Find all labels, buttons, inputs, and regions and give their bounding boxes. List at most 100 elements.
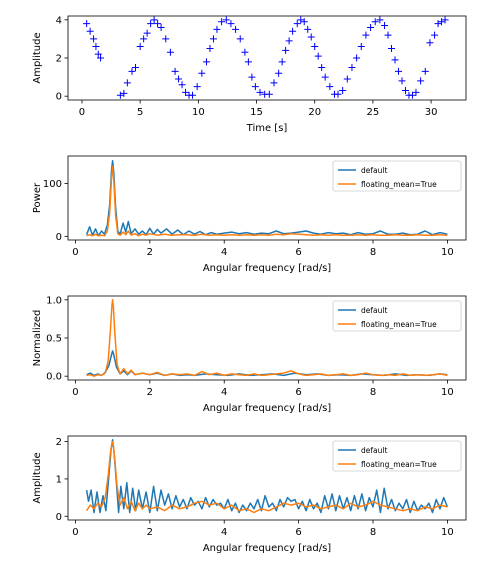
data-point (147, 20, 155, 28)
x-tick-label: 15 (250, 107, 263, 118)
data-point (300, 18, 308, 26)
y-axis-label: Power (32, 182, 43, 213)
legend: default floating_mean=True (332, 300, 462, 332)
x-axis-label: Time [s] (246, 123, 288, 134)
data-point (334, 90, 342, 98)
plot-area (86, 299, 448, 377)
series-line-floating-mean-true (86, 165, 448, 237)
data-point (218, 18, 226, 26)
plot-area (85, 160, 448, 237)
data-point (401, 86, 409, 94)
x-tick-label: 0 (72, 387, 78, 398)
chart-panel-4: 0 2 4 6 8 10 0 1 2 Angular frequency [rad/s] Ampli… (32, 435, 467, 554)
legend: default floating_mean=True (332, 440, 462, 472)
data-point (189, 91, 197, 99)
legend-entry: floating_mean=True (361, 180, 437, 189)
data-point (94, 50, 102, 58)
data-point (307, 33, 315, 41)
data-point (198, 69, 206, 77)
chart-panel-1: 0 5 10 15 20 25 30 0 2 4 Time [s] Amplitude (32, 15, 467, 134)
y-axis-label: Normalized (32, 310, 43, 367)
data-point (232, 25, 240, 33)
data-point (318, 64, 326, 72)
legend: default floating_mean=True (332, 160, 462, 192)
y-axis-label: Amplitude (32, 452, 43, 503)
series-line-default (85, 438, 449, 514)
axes-frame (67, 15, 467, 101)
data-point (270, 79, 278, 87)
data-point (175, 75, 183, 83)
y-tick-label: 0.5 (46, 334, 62, 345)
x-tick-label: 4 (221, 247, 227, 258)
x-tick-label: 2 (147, 527, 153, 538)
data-point (285, 37, 293, 45)
x-tick-label: 6 (295, 387, 301, 398)
data-point (282, 46, 290, 54)
data-point (202, 58, 210, 66)
x-tick-label: 4 (221, 527, 227, 538)
data-point (357, 43, 365, 51)
legend-box (332, 300, 462, 332)
x-tick-label: 0 (79, 107, 85, 118)
data-point (304, 25, 312, 33)
x-tick-label: 4 (221, 387, 227, 398)
data-point (343, 75, 351, 83)
data-point (227, 20, 235, 28)
data-point (376, 16, 384, 24)
x-tick-label: 5 (137, 107, 143, 118)
data-point (182, 88, 190, 96)
data-point (136, 43, 144, 51)
data-point (241, 48, 249, 56)
x-tick-label: 20 (308, 107, 321, 118)
data-point (92, 43, 100, 51)
x-tick-label: 8 (370, 387, 376, 398)
data-point (408, 91, 416, 99)
y-tick-label: 0 (56, 92, 62, 103)
data-point (206, 44, 214, 52)
y-tick-label: 0.0 (46, 372, 62, 383)
data-point (256, 88, 264, 96)
data-point (412, 88, 420, 96)
legend-box (332, 160, 462, 192)
x-tick-label: 10 (441, 387, 454, 398)
x-tick-label: 10 (441, 247, 454, 258)
data-point (339, 86, 347, 94)
y-tick-label: 0 (56, 232, 62, 243)
data-point (248, 73, 256, 81)
data-point (426, 39, 434, 47)
data-point (438, 18, 446, 26)
data-point (348, 64, 356, 72)
data-point (120, 89, 128, 97)
data-point (178, 81, 186, 89)
y-tick-label: 0 (56, 512, 62, 523)
x-tick-label: 25 (367, 107, 380, 118)
data-point (326, 83, 334, 91)
data-point (289, 27, 297, 35)
data-point (367, 23, 375, 31)
y-tick-label: 2 (56, 54, 62, 65)
data-point (193, 83, 201, 91)
data-point (171, 67, 179, 75)
plot-area (83, 16, 449, 99)
series-line-floating-mean-true (85, 440, 448, 514)
y-axis-label: Amplitude (32, 32, 43, 83)
data-point (166, 48, 174, 56)
data-point (275, 69, 283, 77)
y-tick-label: 1.0 (46, 295, 62, 306)
data-point (209, 35, 217, 43)
x-axis-label: Angular frequency [rad/s] (203, 263, 331, 274)
data-point (395, 67, 403, 75)
legend-entry: floating_mean=True (361, 320, 437, 329)
series-line-floating-mean-true (86, 299, 448, 377)
chart-panel-3: 0 2 4 6 8 10 0.0 0.5 1.0 Angular frequency [rad/s… (32, 295, 467, 414)
x-tick-label: 8 (370, 527, 376, 538)
data-point (265, 90, 273, 98)
data-point (213, 25, 221, 33)
data-point (83, 20, 91, 28)
data-point (278, 58, 286, 66)
data-point (434, 20, 442, 28)
x-tick-label: 2 (147, 247, 153, 258)
x-tick-label: 2 (147, 387, 153, 398)
